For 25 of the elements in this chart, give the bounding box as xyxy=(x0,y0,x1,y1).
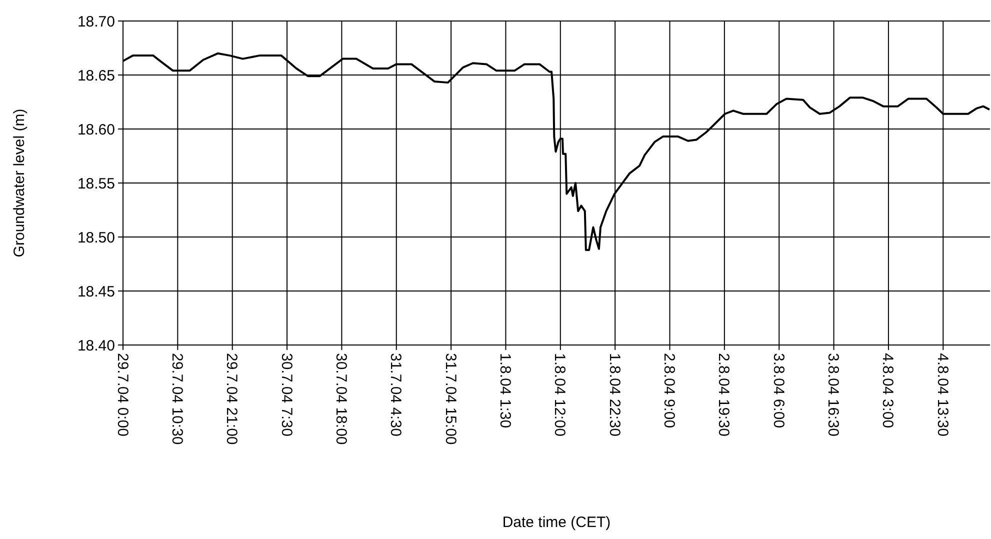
x-tick-label: 3.8.04 6:00 xyxy=(770,353,787,428)
x-tick-label: 31.7.04 4:30 xyxy=(387,353,404,436)
x-tick-label: 4.8.04 13:30 xyxy=(934,353,951,436)
x-tick-label: 29.7.04 0:00 xyxy=(114,353,131,436)
y-tick-label: 18.40 xyxy=(77,337,115,354)
x-tick-label: 2.8.04 19:30 xyxy=(715,353,732,436)
x-tick-label: 3.8.04 16:30 xyxy=(824,353,842,436)
x-tick-label: 31.7.04 15:00 xyxy=(442,353,459,445)
x-tick-label: 1.8.04 22:30 xyxy=(606,353,623,436)
x-tick-label: 1.8.04 1:30 xyxy=(496,353,514,428)
y-tick-label: 18.70 xyxy=(77,13,115,30)
x-tick-label: 30.7.04 7:30 xyxy=(278,353,295,436)
y-axis-title: Groundwater level (m) xyxy=(11,108,28,258)
x-tick-label: 4.8.04 3:00 xyxy=(879,353,896,428)
y-tick-label: 18.65 xyxy=(77,67,115,84)
x-tick-label: 29.7.04 10:30 xyxy=(168,353,186,445)
y-tick-label: 18.55 xyxy=(77,175,115,192)
y-tick-label: 18.60 xyxy=(77,121,115,138)
x-tick-label: 1.8.04 12:00 xyxy=(551,353,568,436)
x-axis-title: Date time (CET) xyxy=(502,514,611,531)
y-tick-label: 18.45 xyxy=(77,283,115,300)
x-tick-label: 2.8.04 9:00 xyxy=(660,353,678,428)
x-tick-label: 30.7.04 18:00 xyxy=(332,353,350,445)
y-tick-label: 18.50 xyxy=(77,229,115,246)
x-tick-label: 29.7.04 21:00 xyxy=(223,353,240,445)
